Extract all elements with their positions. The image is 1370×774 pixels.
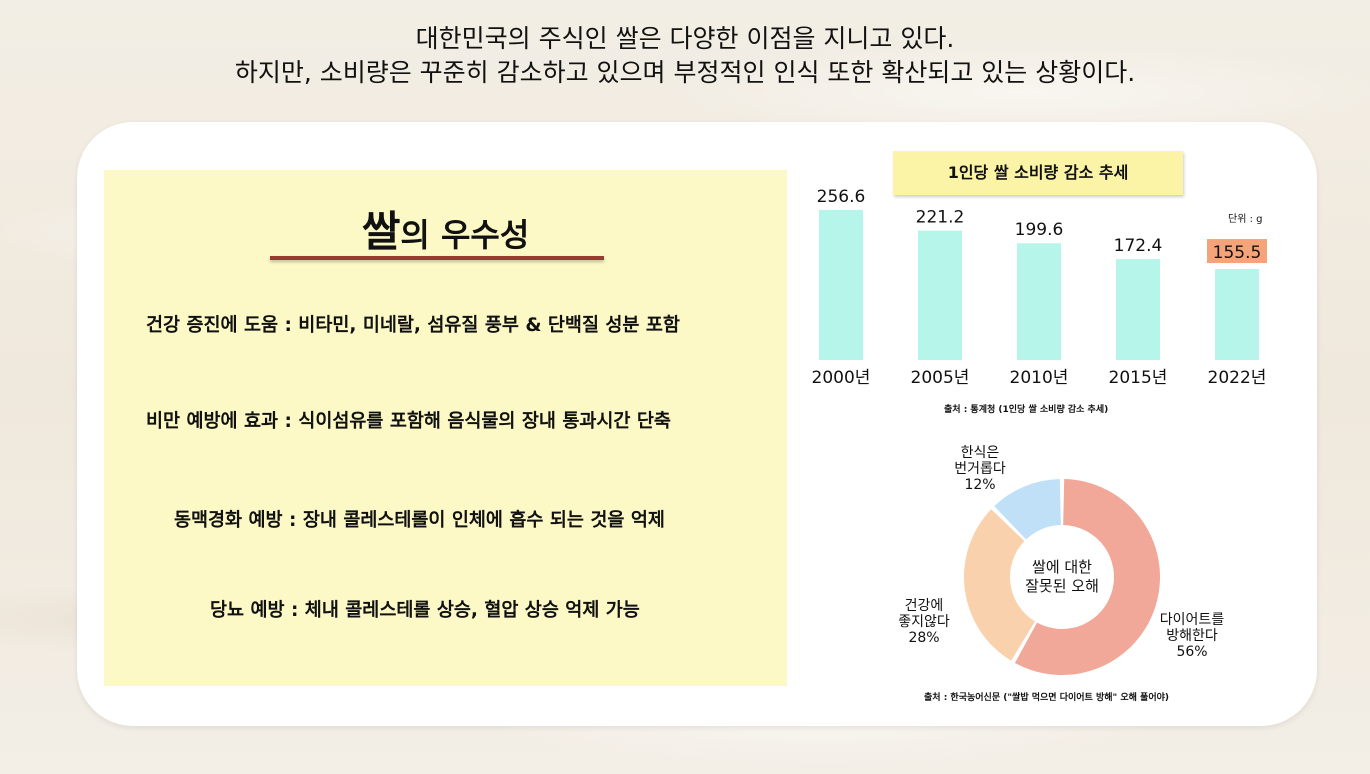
donut-center-line-1: 쌀에 대한 (1032, 558, 1092, 576)
rice-benefits-panel: 쌀의 우수성 건강 증진에 도움 : 비타민, 미네랄, 섬유질 풍부 & 단백… (104, 170, 787, 686)
donut-label-health-line-2: 좋지않다 (898, 614, 950, 630)
title-underline (270, 256, 604, 260)
donut-chart-source: 출처 : 한국농어신문 ("쌀밥 먹으면 다이어트 방해" 오해 풀어야) (924, 693, 1169, 703)
bar-2015년 (1116, 259, 1160, 360)
donut-label-health-line-1: 건강에 (904, 598, 944, 614)
bar-category-label: 2005년 (911, 368, 970, 388)
bar-2005년 (918, 230, 962, 360)
donut-slice-1 (964, 509, 1035, 661)
donut-label-health: 건강에 좋지않다 28% (874, 598, 974, 646)
donut-slice-0 (1014, 479, 1160, 675)
bar-chart-title: 1인당 쌀 소비량 감소 추세 (893, 151, 1183, 195)
bar-value-label: 221.2 (916, 208, 965, 228)
bar-category-label: 2000년 (812, 368, 871, 388)
bar-category-label: 2010년 (1010, 368, 1069, 388)
panel-title: 쌀의 우수성 (104, 198, 787, 259)
donut-slice-2 (994, 479, 1061, 540)
donut-label-health-pct: 28% (908, 630, 940, 646)
bar-value-label: 256.6 (817, 187, 866, 207)
benefit-diabetes: 당뇨 예방 : 체내 콜레스테롤 상승, 혈압 상승 억제 가능 (210, 600, 640, 621)
bar-highlight-label-bg (1207, 239, 1267, 264)
bar-2000년 (819, 209, 863, 360)
donut-label-diet: 다이어트를 방해한다 56% (1142, 612, 1242, 660)
bar-chart-source: 출처 : 통계청 (1인당 쌀 소비량 감소 추세) (944, 405, 1109, 415)
benefit-arteriosclerosis: 동맥경화 예방 : 장내 콜레스테롤이 인체에 흡수 되는 것을 억제 (174, 510, 665, 531)
bar-category-label: 2015년 (1109, 368, 1168, 388)
donut-label-diet-line-1: 다이어트를 (1159, 612, 1225, 628)
donut-label-hansik-pct: 12% (964, 477, 996, 493)
bar-value-label: 199.6 (1015, 220, 1064, 240)
bar-value-label: 172.4 (1114, 236, 1163, 256)
bar-value-label: 155.5 (1213, 243, 1262, 263)
panel-title-rice: 쌀 (361, 207, 401, 256)
benefit-obesity: 비만 예방에 효과 : 식이섬유를 포함해 음식물의 장내 통과시간 단축 (146, 411, 671, 432)
header-line-2: 하지만, 소비량은 꾸준히 감소하고 있으며 부정적인 인식 또한 확산되고 있… (234, 58, 1136, 87)
donut-center-label: 쌀에 대한 잘못된 오해 (1002, 558, 1122, 596)
bar-chart-unit: 단위 : g (1228, 214, 1263, 225)
bar-2022년 (1215, 269, 1259, 360)
donut-label-hansik-line-1: 한식은 (960, 445, 1000, 461)
donut-label-diet-line-2: 방해한다 (1166, 628, 1218, 644)
benefit-health: 건강 증진에 도움 : 비타민, 미네랄, 섬유질 풍부 & 단백질 성분 포함 (146, 315, 680, 336)
donut-center-line-2: 잘못된 오해 (1025, 577, 1099, 595)
donut-label-diet-pct: 56% (1176, 644, 1208, 660)
bar-2010년 (1017, 243, 1061, 360)
header-line-1: 대한민국의 주식인 쌀은 다양한 이점을 지니고 있다. (415, 24, 955, 53)
panel-title-rest: 의 우수성 (400, 216, 530, 254)
donut-label-hansik: 한식은 번거롭다 12% (930, 445, 1030, 493)
bar-category-label: 2022년 (1208, 368, 1267, 388)
header-text: 대한민국의 주식인 쌀은 다양한 이점을 지니고 있다. 하지만, 소비량은 꾸… (0, 22, 1370, 90)
donut-label-hansik-line-2: 번거롭다 (954, 461, 1006, 477)
